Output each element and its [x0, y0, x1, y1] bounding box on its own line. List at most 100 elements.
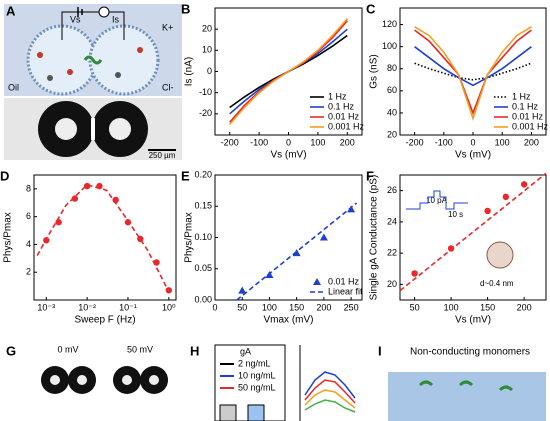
x-tick-label: 100	[262, 302, 277, 312]
droplet-image	[55, 118, 77, 140]
curve	[304, 371, 356, 399]
oil-label: Oil	[8, 82, 19, 92]
x-tick-label: 10⁻³	[37, 302, 55, 312]
point	[96, 182, 103, 190]
series-line	[229, 18, 348, 125]
droplet-core	[50, 375, 60, 385]
droplet-core	[149, 375, 159, 385]
point	[137, 235, 144, 243]
panel-label: H	[190, 343, 199, 358]
x-axis-label: Vmax (mV)	[264, 315, 314, 326]
series-line	[399, 172, 547, 292]
legend-label: 1 Hz	[328, 91, 347, 101]
y-tick-label: 0	[207, 66, 212, 76]
annotation: d~0.4 nm	[480, 279, 514, 288]
panel-label: G	[6, 343, 16, 358]
channel	[83, 55, 103, 65]
point	[347, 205, 356, 213]
x-tick-label: -200	[406, 137, 424, 147]
y-axis-label: Is (nA)	[184, 57, 195, 86]
series-line	[236, 202, 358, 301]
point	[447, 245, 455, 252]
panel-title: Non-conducting monomers	[410, 347, 530, 358]
x-tick-label: -200	[221, 137, 239, 147]
circuit	[61, 11, 125, 40]
x-tick-label: 50	[237, 302, 247, 312]
y-tick-label: 100	[382, 41, 397, 51]
point	[484, 207, 491, 215]
series-line	[36, 183, 170, 293]
point	[83, 182, 91, 190]
y-tick-label: 8	[26, 183, 31, 193]
legend-label: 10 ng/mL	[238, 370, 276, 380]
point	[165, 287, 173, 294]
y-tick-label: 40	[387, 107, 397, 117]
y-axis-label: Phys/Pmax	[184, 212, 195, 263]
y-tick-label: 20	[202, 24, 212, 34]
y-axis-label: Single gA Conductance (pS)	[369, 175, 380, 301]
y-tick-label: 26	[387, 185, 397, 195]
curve	[304, 389, 356, 409]
point	[71, 195, 79, 202]
droplet-image	[109, 118, 131, 140]
y-tick-label: 10	[202, 45, 212, 55]
x-tick-label: 0	[286, 137, 291, 147]
curve	[304, 399, 356, 413]
x-tick-label: 200	[316, 302, 331, 312]
x-tick-label: 10⁻¹	[119, 302, 137, 312]
voltage-label: Vs	[70, 14, 81, 24]
x-tick-label: 0	[470, 137, 475, 147]
y-tick-label: 0.15	[194, 201, 212, 211]
x-tick-label: 200	[517, 302, 532, 312]
point	[265, 271, 274, 278]
x-tick-label: 200	[340, 137, 355, 147]
panel-label: F	[366, 168, 374, 183]
x-axis-label: Sweep F (Hz)	[74, 315, 135, 326]
cation-label: K+	[162, 22, 173, 32]
anion-label: Cl-	[162, 82, 174, 92]
point	[153, 259, 160, 266]
voltage-label: 50 mV	[127, 344, 153, 354]
droplet-core	[122, 375, 132, 385]
current-label: Is	[112, 14, 120, 24]
y-tick-label: 0.20	[194, 169, 212, 179]
x-axis-label: Vs (mV)	[455, 150, 491, 161]
legend-label: 0.01 Hz	[512, 111, 544, 121]
chart: E 0 50 100 150 200 250 0.00 0.05 0.10 0.15 0.20 Vmax…	[181, 168, 363, 325]
droplet	[88, 24, 160, 96]
y-tick-label: 120	[382, 19, 397, 29]
y-tick-label: 24	[387, 216, 397, 226]
x-axis-label: Vs (mV)	[455, 315, 491, 326]
interface	[91, 118, 95, 140]
ion	[47, 75, 53, 81]
panel-label: A	[6, 3, 16, 18]
x-tick-label: 0	[212, 302, 217, 312]
panel-a: Vs Is K+ Cl- Oil A 250 µm	[4, 3, 182, 160]
annotation: 10 pA	[426, 196, 448, 205]
chart: D 10⁻³ 10⁻² 10⁻¹ 10⁰ 2 4 6 8 Sweep F (Hz) Phys/Pma…	[0, 168, 177, 326]
scale-label: 250 µm	[149, 151, 176, 160]
series-line	[414, 46, 532, 87]
bar	[247, 404, 265, 421]
point	[411, 270, 418, 277]
x-tick-label: 10⁻²	[78, 302, 96, 312]
legend-label: 0.01 Hz	[328, 276, 360, 286]
voltage-label: 0 mV	[57, 344, 78, 354]
ammeter	[98, 6, 110, 18]
panel-label: I	[378, 343, 382, 358]
legend-label: 0.1 Hz	[328, 101, 355, 111]
y-tick-label: 60	[387, 85, 397, 95]
annotation: 10 s	[448, 210, 463, 219]
x-tick-label: 100	[310, 137, 325, 147]
x-axis-label: Vs (mV)	[270, 150, 306, 161]
membrane	[388, 372, 546, 421]
ion	[115, 72, 121, 78]
y-tick-label: 80	[387, 63, 397, 73]
x-tick-label: -100	[250, 137, 268, 147]
point	[112, 196, 119, 204]
legend-label: 0.01 Hz	[328, 111, 360, 121]
y-axis-label: Phys/Pmax	[3, 212, 14, 263]
y-tick-label: 20	[387, 129, 397, 139]
y-tick-label: 0.10	[194, 232, 212, 242]
